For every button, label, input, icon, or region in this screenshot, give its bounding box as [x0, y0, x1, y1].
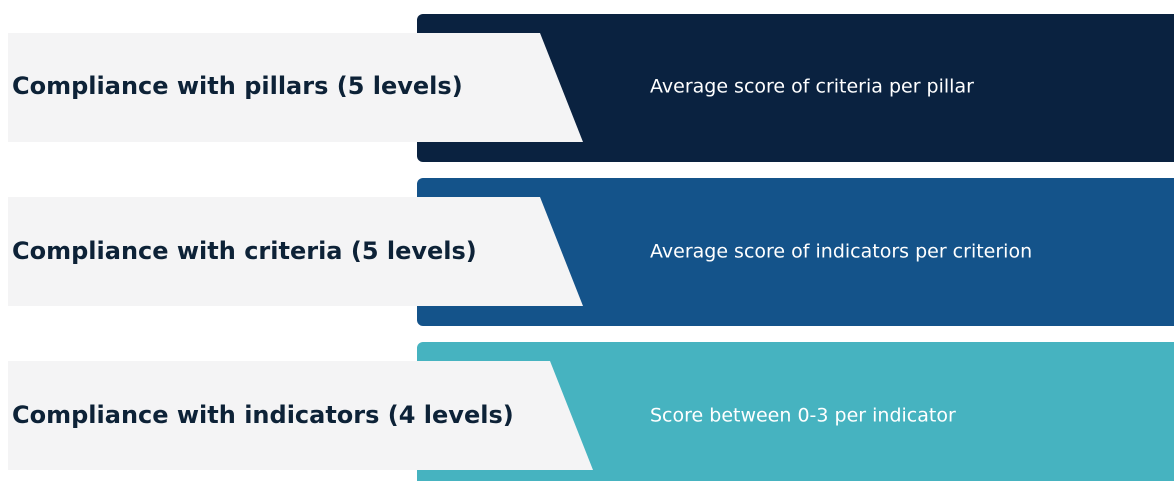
label-tab [8, 197, 583, 306]
label-tab [8, 33, 583, 142]
band [417, 342, 1174, 481]
band [417, 178, 1174, 326]
label-tab [8, 361, 593, 470]
row-label: Compliance with indicators (4 levels) [12, 401, 514, 429]
row-description: Score between 0-3 per indicator [650, 405, 956, 427]
row-label: Compliance with pillars (5 levels) [12, 72, 463, 100]
row-description: Average score of criteria per pillar [650, 76, 974, 98]
band [417, 14, 1174, 162]
row-label: Compliance with criteria (5 levels) [12, 237, 477, 265]
row-description: Average score of indicators per criterio… [650, 241, 1032, 263]
